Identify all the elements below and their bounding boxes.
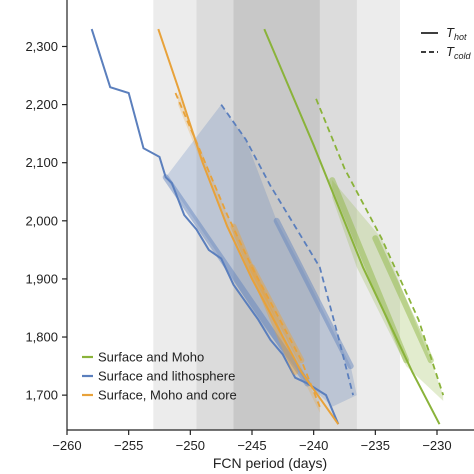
y-tick-label: 2,300	[25, 39, 58, 54]
series-lines	[90, 28, 445, 425]
y-tick-label: 2,000	[25, 213, 58, 228]
legend-label-2: Surface, Moho and core	[98, 388, 237, 403]
key-label-dashed: Tcold	[446, 44, 471, 61]
x-tick-label: −230	[422, 438, 451, 453]
x-tick-label: −255	[114, 438, 143, 453]
cold-highlight-0	[372, 235, 434, 364]
key-label-solid: Thot	[446, 25, 467, 42]
y-tick-label: 1,900	[25, 271, 58, 286]
x-tick-label: −235	[361, 438, 390, 453]
x-tick-label: −240	[299, 438, 328, 453]
legend-label-1: Surface and lithosphere	[98, 369, 235, 384]
y-tick-label: 2,100	[25, 155, 58, 170]
uncertainty-band-2	[178, 93, 320, 413]
cold-highlight-1	[273, 217, 354, 370]
key-subscript-dashed: cold	[454, 51, 472, 61]
hot-line-0	[263, 28, 441, 425]
y-tick-label: 2,200	[25, 97, 58, 112]
background-bands	[153, 0, 400, 430]
x-tick-label: −250	[176, 438, 205, 453]
cold-line-2	[174, 92, 321, 408]
hot-highlight-0	[329, 177, 410, 364]
cold-line-0	[315, 98, 445, 396]
hot-line-2	[157, 28, 340, 425]
x-axis-label: FCN period (days)	[213, 455, 327, 471]
line-style-key: Thot Tcold	[421, 25, 471, 61]
hot-line-1	[90, 28, 340, 425]
y-tick-label: 1,800	[25, 330, 58, 345]
x-tick-label: −245	[237, 438, 266, 453]
cold-line-1	[220, 104, 354, 396]
background-band-2	[233, 0, 320, 430]
y-tick-label: 1,700	[25, 388, 58, 403]
legend-label-0: Surface and Moho	[98, 350, 204, 365]
legend: Surface and Moho Surface and lithosphere S…	[82, 350, 237, 403]
axes: −260 −255 −250 −245 −240 −235 −230 1,700 1,800 1,…	[25, 0, 474, 453]
uncertainty-band-0	[332, 180, 444, 401]
hot-highlight-1	[162, 174, 311, 387]
key-subscript-solid: hot	[454, 32, 467, 42]
x-tick-label: −260	[52, 438, 81, 453]
